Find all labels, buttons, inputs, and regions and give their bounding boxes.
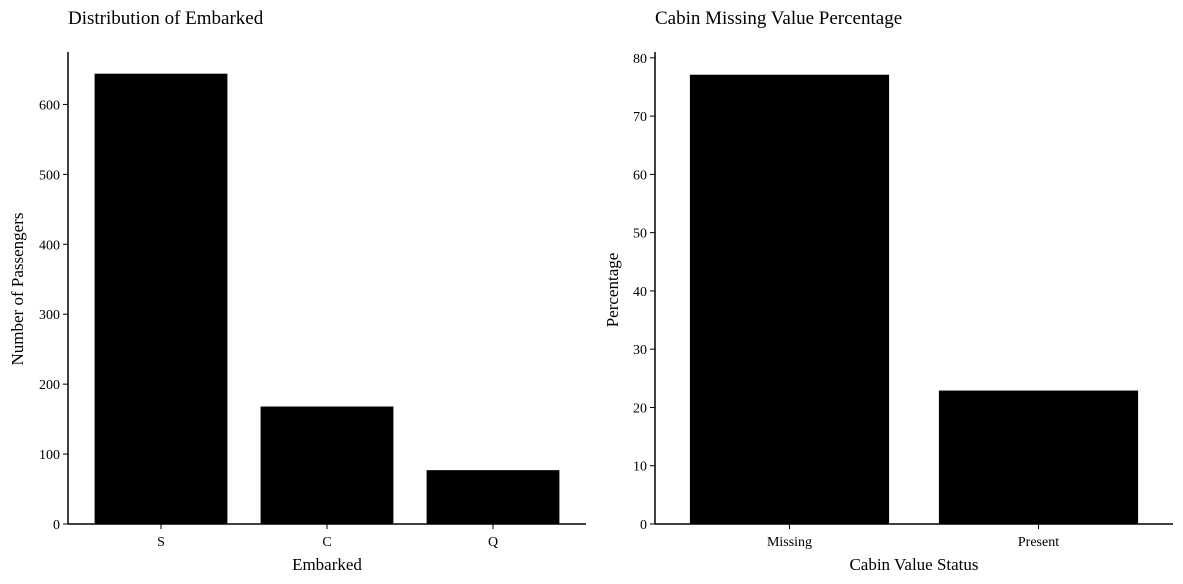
y-tick-label: 600 xyxy=(39,98,60,113)
chart-embarked: Distribution of Embarked 0 100 200 300 400 50… xyxy=(8,8,586,574)
y-tick-label: 200 xyxy=(39,378,60,393)
chart-cabin-missing: Cabin Missing Value Percentage 0 10 20 30 40… xyxy=(603,8,1173,574)
plot-area: 0 100 200 300 400 500 600 S C Q xyxy=(39,52,586,550)
y-tick-label: 30 xyxy=(633,343,647,358)
y-tick-label: 0 xyxy=(640,518,647,533)
x-axis-label: Embarked xyxy=(292,555,362,574)
bar-q xyxy=(426,470,560,524)
y-tick-label: 60 xyxy=(633,168,647,183)
y-tick-label: 80 xyxy=(633,52,647,67)
x-tick-label: Q xyxy=(488,535,498,550)
bar-missing xyxy=(689,74,890,525)
y-axis-label: Percentage xyxy=(603,253,622,328)
x-tick-label: S xyxy=(157,535,165,550)
x-tick-label: C xyxy=(322,535,331,550)
chart-title: Distribution of Embarked xyxy=(68,8,264,29)
bar-s xyxy=(94,73,228,525)
x-tick-label: Present xyxy=(1018,535,1059,550)
y-tick-label: 10 xyxy=(633,460,647,475)
y-tick-label: 50 xyxy=(633,227,647,242)
y-tick-label: 300 xyxy=(39,308,60,323)
y-tick-label: 100 xyxy=(39,448,60,463)
y-tick-label: 500 xyxy=(39,168,60,183)
chart-title: Cabin Missing Value Percentage xyxy=(655,8,902,29)
bar-present xyxy=(938,390,1139,524)
y-tick-label: 400 xyxy=(39,238,60,253)
x-axis-label: Cabin Value Status xyxy=(849,555,978,574)
bar-c xyxy=(260,406,394,524)
y-tick-label: 40 xyxy=(633,285,647,300)
y-tick-label: 0 xyxy=(53,518,60,533)
y-tick-label: 20 xyxy=(633,401,647,416)
plot-area: 0 10 20 30 40 50 60 70 80 Missing Present xyxy=(633,52,1173,550)
x-tick-label: Missing xyxy=(767,535,812,550)
y-tick-label: 70 xyxy=(633,110,647,125)
y-axis-label: Number of Passengers xyxy=(8,213,27,366)
